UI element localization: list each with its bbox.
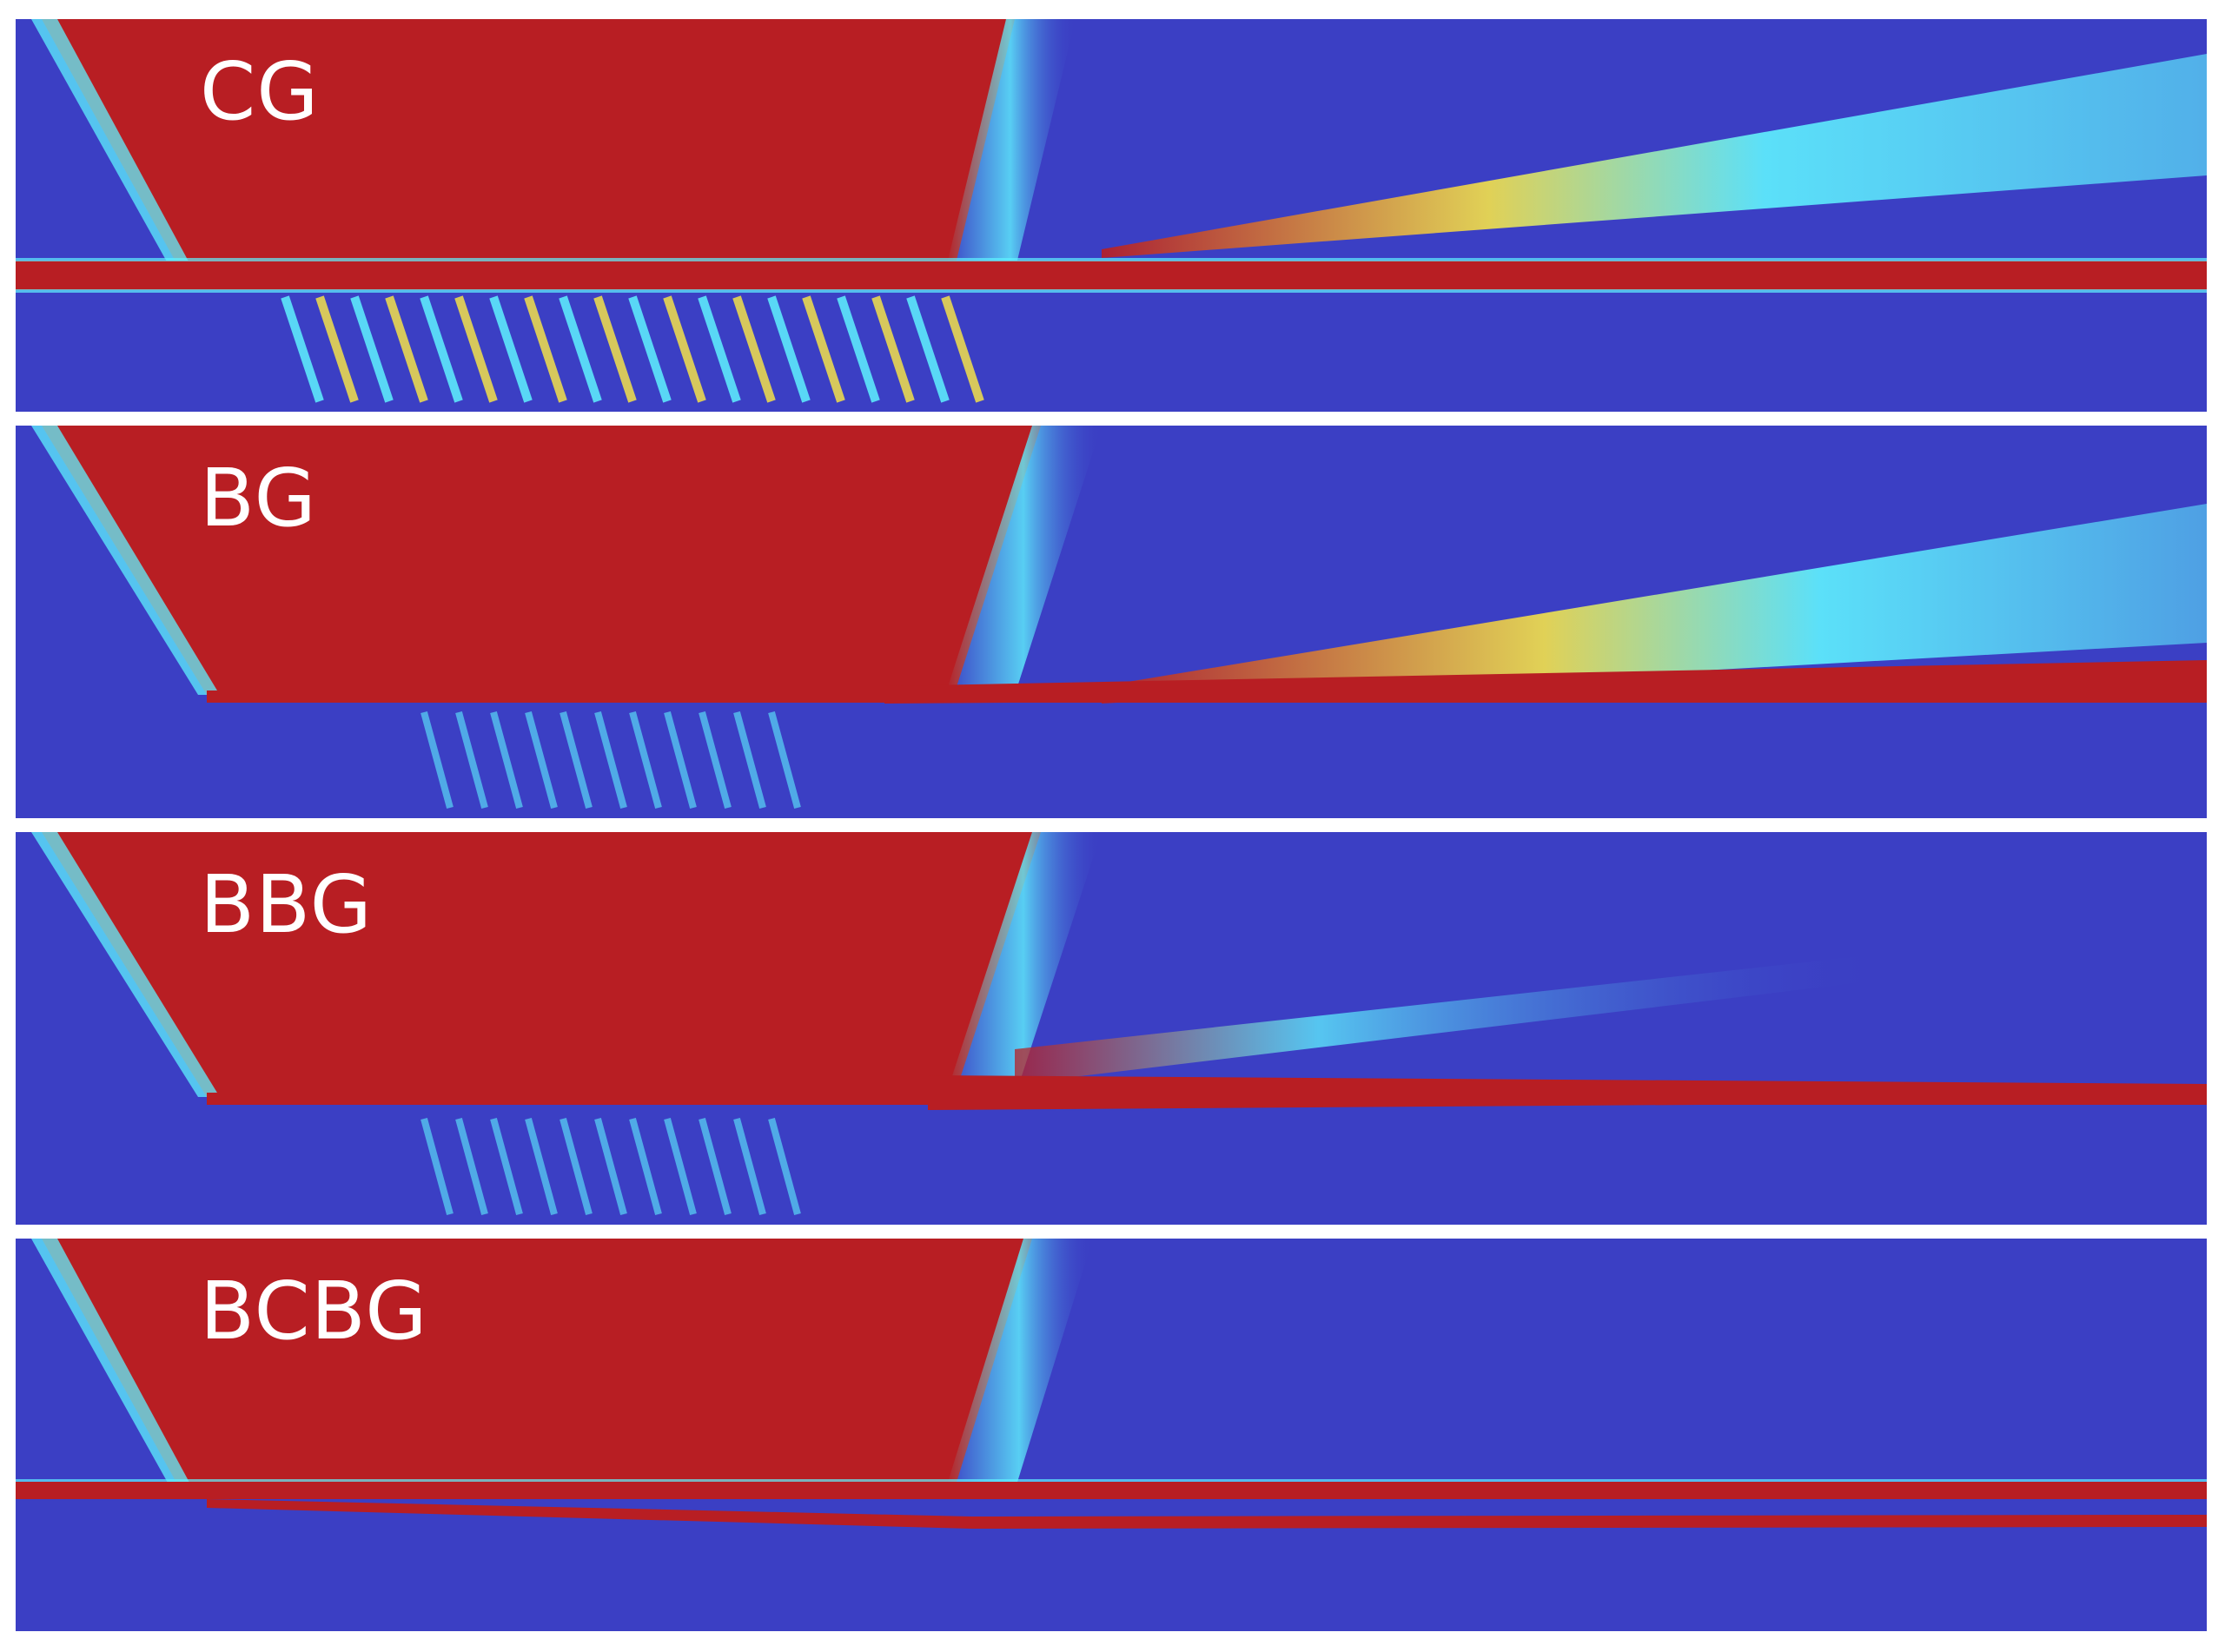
field-plot-cg [16,19,2207,403]
field-plot-bg [31,426,2207,809]
panel-label: BG [200,452,317,545]
right-edge-fringe [945,19,1076,271]
waveguide [16,261,2207,290]
left-edge-fringe [31,832,220,1097]
panel-cg: CG [16,19,2207,412]
right-edge-fringe [945,1239,1093,1490]
output-beam [1102,504,2207,704]
waveguide [207,691,2207,703]
right-edge-fringe [945,426,1102,695]
field-plot-bbg [31,832,2207,1216]
grating-stripes [420,710,801,809]
panel-label: BBG [200,858,373,951]
panel-label: BCBG [200,1265,428,1358]
left-edge-fringe [31,426,220,695]
grating-stripes [281,295,984,403]
output-beam [1102,54,2207,258]
panel-bbg: BBG [16,832,2207,1225]
grating-stripes [420,1117,801,1216]
waveguide [207,1093,2207,1105]
left-edge-fringe [31,19,194,271]
panel-bcbg: BCBG [16,1239,2207,1631]
waveguide-lower [207,1499,2207,1529]
panel-label: CG [200,45,320,138]
red-field-region [42,832,1041,1097]
output-beam [1015,954,1884,1084]
red-field-region [42,1239,1032,1490]
field-plot-bcbg [16,1239,2207,1529]
waveguide [16,1482,2207,1499]
panel-bg: BG [16,426,2207,818]
red-field-region [42,426,1041,695]
red-field-region [42,19,1015,271]
right-edge-fringe [945,832,1102,1097]
left-edge-fringe [31,1239,194,1490]
